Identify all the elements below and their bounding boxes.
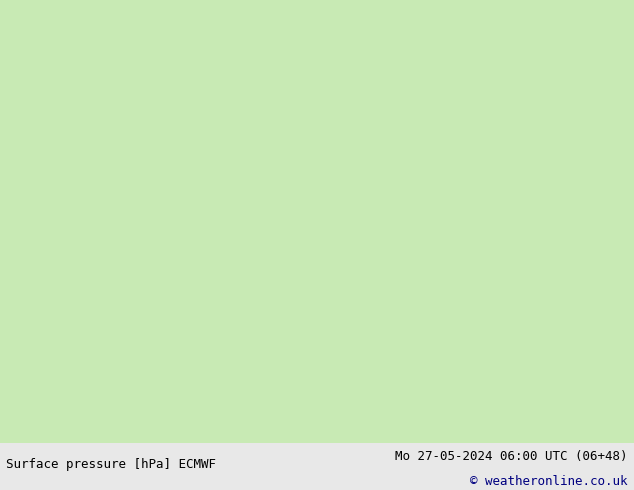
Text: © weatheronline.co.uk: © weatheronline.co.uk: [470, 475, 628, 488]
Text: Mo 27-05-2024 06:00 UTC (06+48): Mo 27-05-2024 06:00 UTC (06+48): [395, 450, 628, 463]
Text: Surface pressure [hPa] ECMWF: Surface pressure [hPa] ECMWF: [6, 458, 216, 471]
